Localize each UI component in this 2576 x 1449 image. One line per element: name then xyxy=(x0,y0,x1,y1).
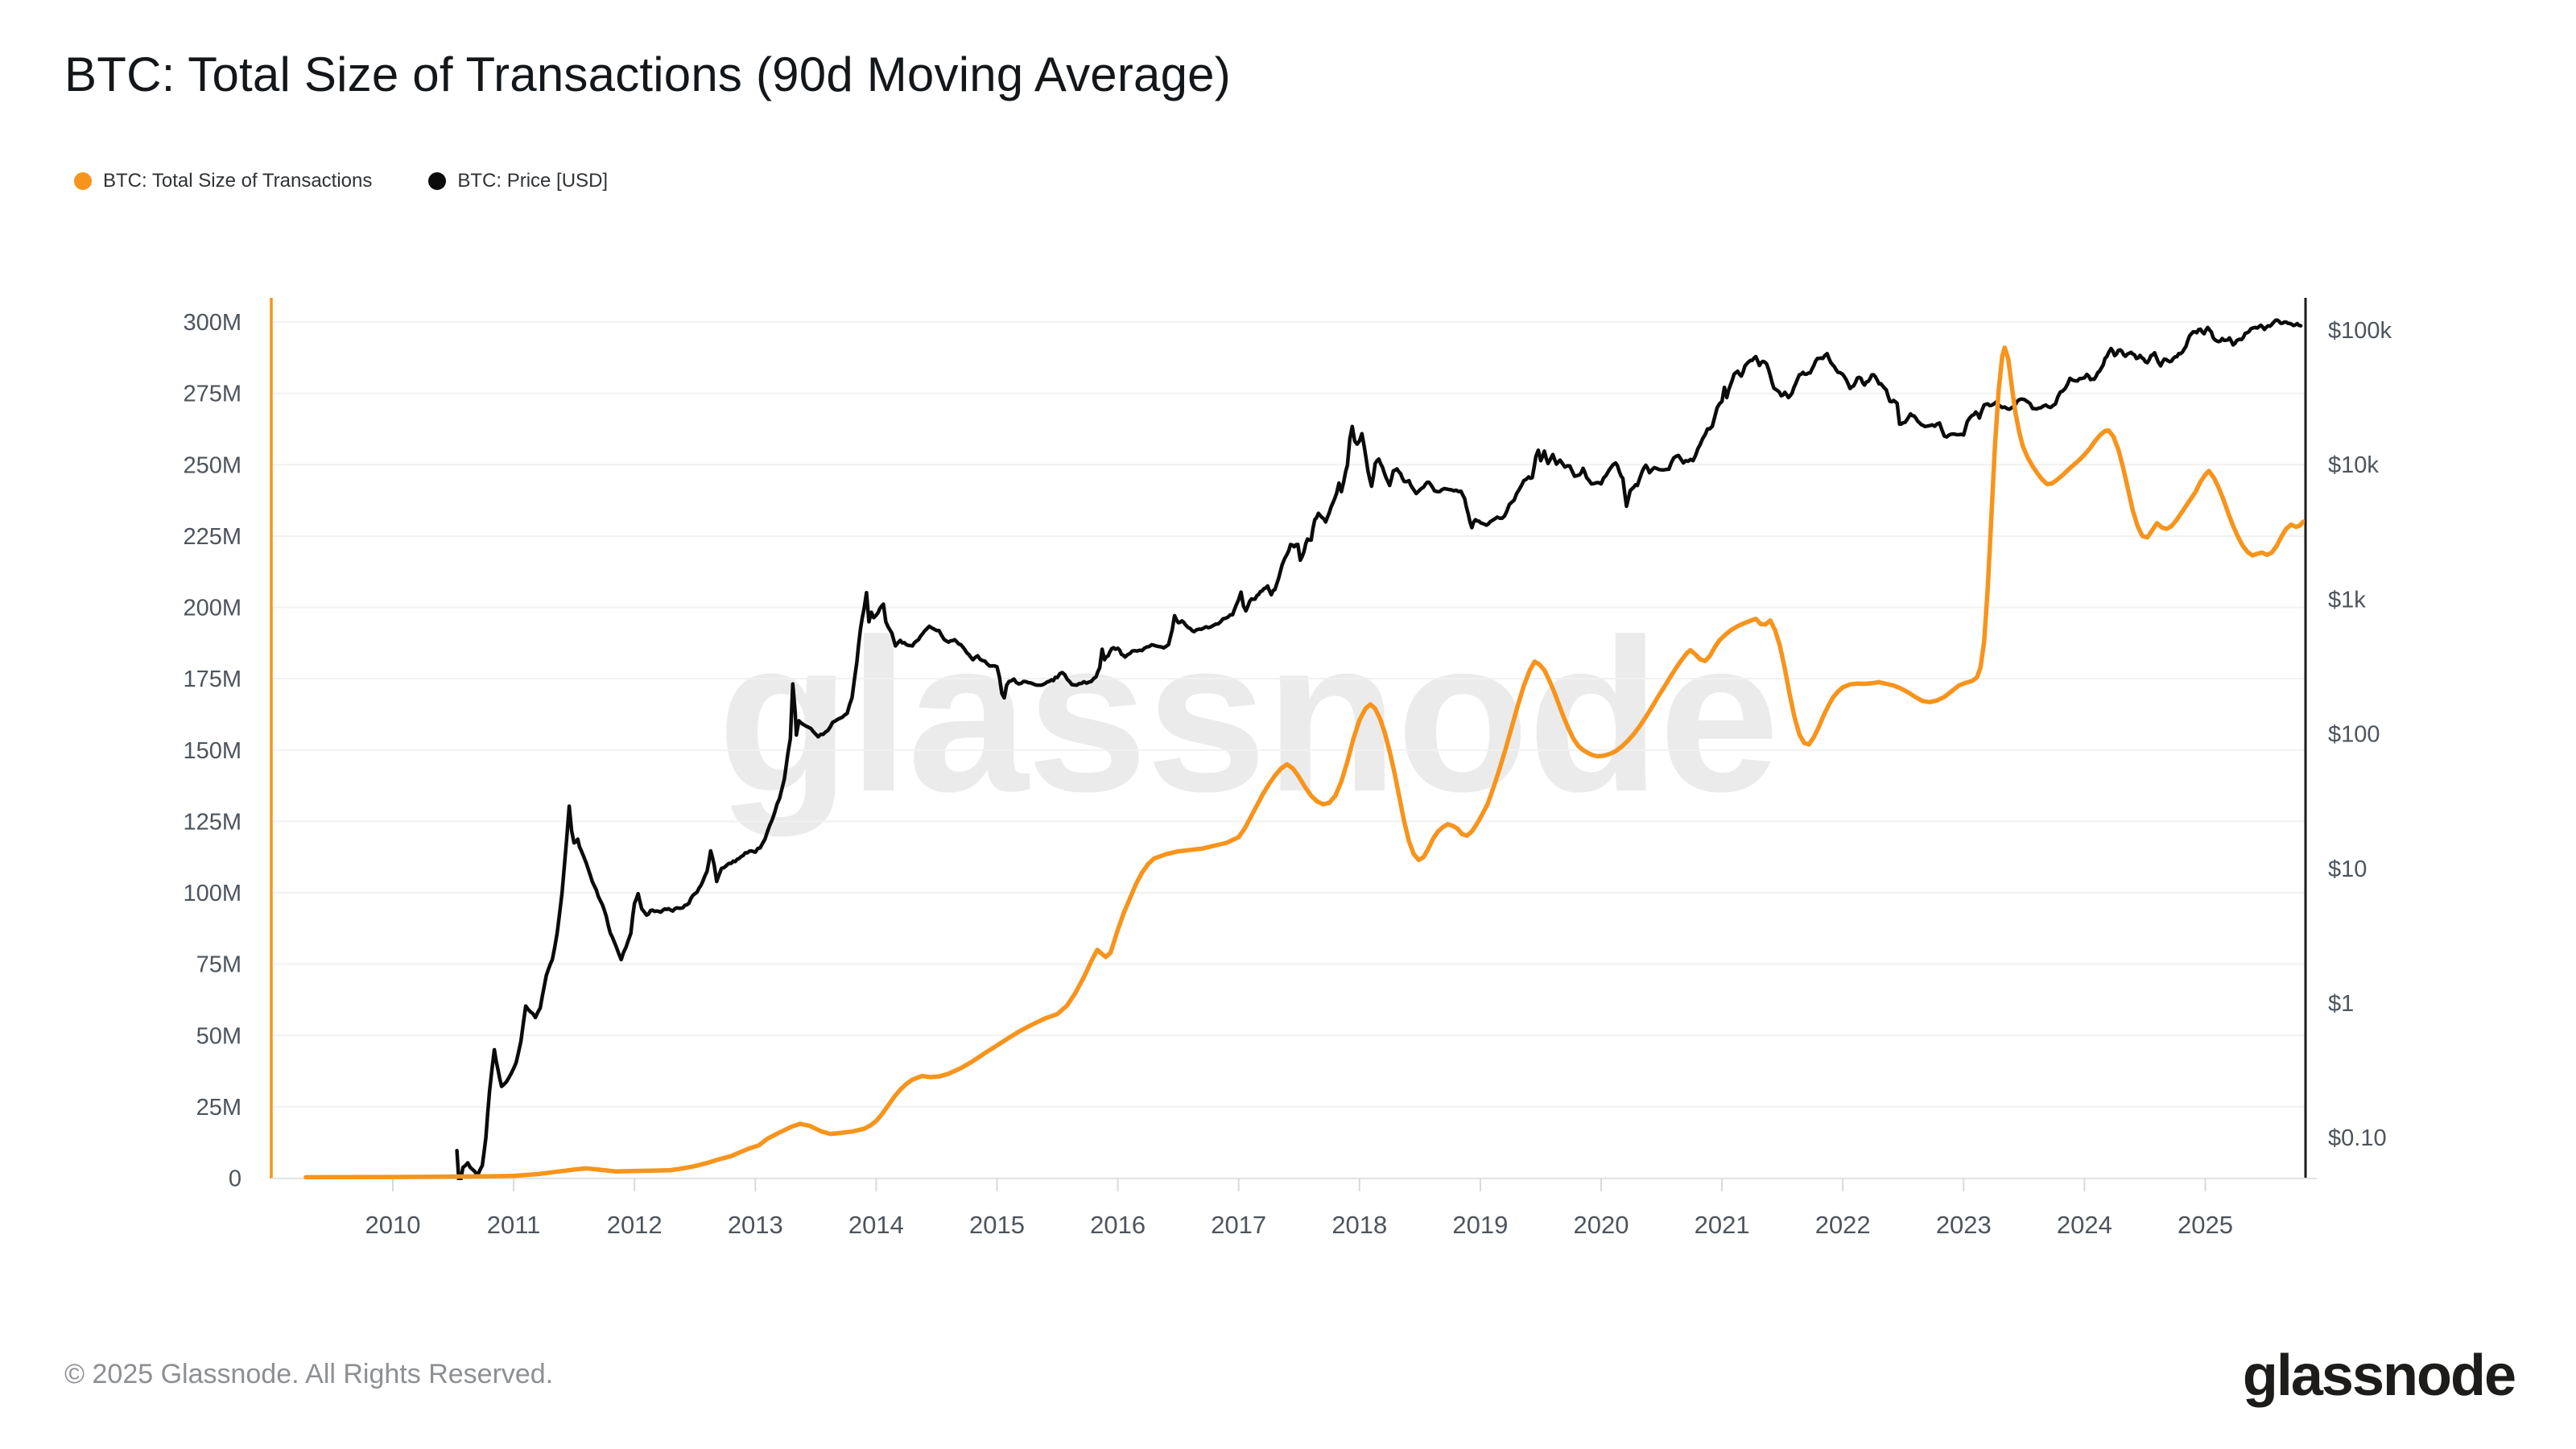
legend-label-total-size: BTC: Total Size of Transactions xyxy=(103,170,373,192)
glassnode-logo: glassnode xyxy=(2242,1344,2516,1408)
series-total-size-line xyxy=(303,345,2305,1180)
y-left-tick-label: 200M xyxy=(183,596,242,621)
x-tick-label: 2018 xyxy=(1331,1211,1387,1239)
axes: 0 25M 50M 75M 100M 125M 150M 175M 200M 225M 250M 27… xyxy=(183,298,2392,1239)
legend-item-total-size[interactable]: BTC: Total Size of Transactions xyxy=(74,170,372,192)
y-left-tick-label: 50M xyxy=(196,1023,242,1049)
x-tick-label: 2023 xyxy=(1936,1211,1992,1239)
x-tick-label: 2015 xyxy=(969,1211,1025,1239)
x-tick-label: 2012 xyxy=(607,1211,663,1239)
y-left-tick-label: 25M xyxy=(196,1095,242,1121)
y-right-tick-label: $100k xyxy=(2328,318,2392,344)
y-right-tick-label: $10 xyxy=(2328,857,2367,882)
y-left-tick-label: 275M xyxy=(183,382,242,407)
x-tick-label: 2016 xyxy=(1090,1211,1146,1239)
x-tick-label: 2022 xyxy=(1815,1211,1871,1239)
legend-label-price: BTC: Price [USD] xyxy=(457,170,609,192)
svg-text:glassnode: glassnode xyxy=(717,595,1777,838)
y-left-tick-label: 250M xyxy=(183,452,242,478)
y-left-tick-label: 175M xyxy=(183,667,242,692)
y-left-tick-label: 125M xyxy=(183,809,242,835)
x-tick-label: 2011 xyxy=(487,1211,541,1239)
x-tick-label: 2021 xyxy=(1695,1211,1750,1239)
y-left-tick-label: 300M xyxy=(183,310,242,336)
x-tick-label: 2014 xyxy=(848,1211,904,1239)
y-left-tick-label: 0 xyxy=(229,1166,242,1192)
series-price-line xyxy=(455,318,2303,1180)
y-right-tick-label: $10k xyxy=(2328,452,2379,478)
y-left-tick-label: 225M xyxy=(183,524,242,550)
copyright-text: © 2025 Glassnode. All Rights Reserved. xyxy=(64,1359,554,1389)
x-tick-label: 2013 xyxy=(728,1211,783,1239)
legend-item-price[interactable]: BTC: Price [USD] xyxy=(428,170,608,192)
legend-marker-price-icon xyxy=(428,172,447,190)
x-tick-label: 2020 xyxy=(1574,1211,1629,1239)
gridlines xyxy=(271,321,2306,1179)
y-right-tick-label: $0.10 xyxy=(2328,1125,2387,1151)
legend-marker-total-size-icon xyxy=(74,172,92,190)
y-left-tick-label: 100M xyxy=(183,881,242,906)
x-tick-label: 2017 xyxy=(1211,1211,1266,1239)
glassnode-watermark: glassnode xyxy=(717,595,1779,838)
chart-title: BTC: Total Size of Transactions (90d Mov… xyxy=(64,47,1231,101)
x-tick-label: 2019 xyxy=(1452,1211,1508,1239)
x-tick-label: 2024 xyxy=(2057,1211,2112,1239)
x-tick-label: 2025 xyxy=(2178,1211,2233,1239)
legend: BTC: Total Size of Transactions BTC: Pri… xyxy=(74,170,608,192)
y-left-tick-label: 150M xyxy=(183,738,242,764)
y-right-tick-label: $1k xyxy=(2328,587,2366,613)
series-lines xyxy=(303,318,2305,1180)
y-left-tick-label: 75M xyxy=(196,952,242,978)
x-tick-label: 2010 xyxy=(365,1211,421,1239)
y-right-tick-label: $1 xyxy=(2328,991,2354,1017)
y-right-tick-label: $100 xyxy=(2328,722,2380,748)
